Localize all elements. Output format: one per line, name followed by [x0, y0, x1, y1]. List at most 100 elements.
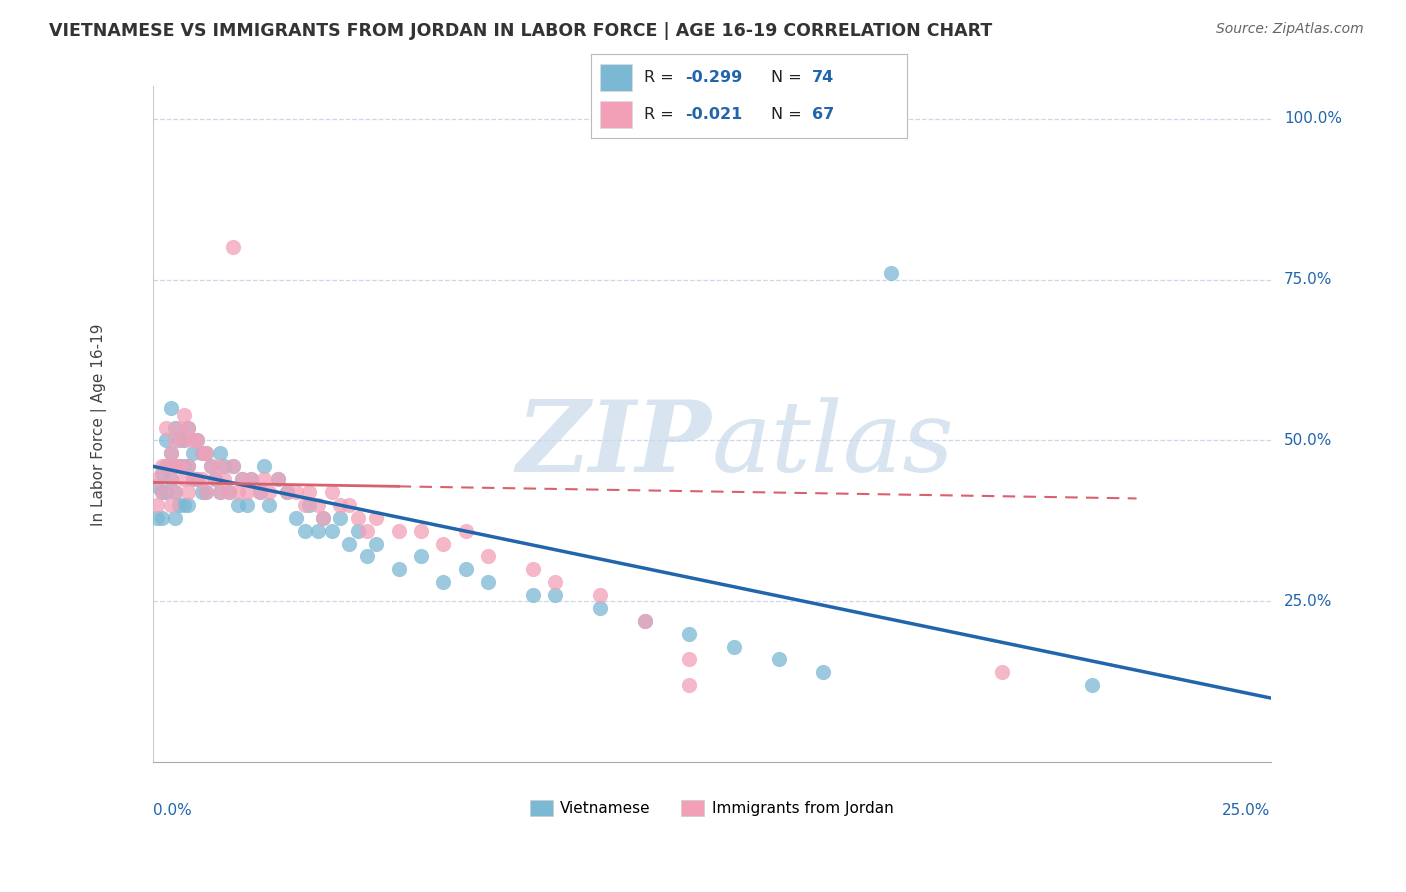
- Point: [231, 472, 253, 486]
- Point: [222, 459, 245, 474]
- Text: 67: 67: [813, 107, 834, 122]
- Point: [231, 472, 253, 486]
- Point: [177, 459, 200, 474]
- Point: [159, 472, 181, 486]
- Point: [163, 510, 186, 524]
- Point: [146, 478, 169, 492]
- Point: [249, 485, 271, 500]
- Point: [191, 446, 214, 460]
- Point: [186, 472, 208, 486]
- Point: [173, 434, 195, 448]
- Point: [432, 575, 454, 590]
- Point: [222, 240, 245, 254]
- Point: [589, 588, 612, 602]
- Point: [181, 434, 204, 448]
- Point: [177, 459, 200, 474]
- Point: [329, 498, 352, 512]
- Point: [200, 459, 222, 474]
- Point: [347, 524, 370, 538]
- Point: [159, 446, 181, 460]
- Text: N =: N =: [770, 107, 807, 122]
- Point: [409, 549, 432, 564]
- Point: [311, 510, 333, 524]
- Point: [177, 420, 200, 434]
- Point: [240, 472, 263, 486]
- Point: [633, 614, 655, 628]
- Point: [146, 510, 169, 524]
- Point: [155, 459, 177, 474]
- Text: 75.0%: 75.0%: [1284, 272, 1333, 287]
- FancyBboxPatch shape: [600, 101, 631, 128]
- Point: [146, 498, 169, 512]
- Point: [226, 498, 249, 512]
- Text: 0.0%: 0.0%: [153, 803, 191, 818]
- Point: [208, 459, 231, 474]
- Point: [477, 575, 499, 590]
- Point: [294, 498, 316, 512]
- Point: [163, 485, 186, 500]
- Point: [298, 498, 321, 512]
- Point: [208, 485, 231, 500]
- Point: [678, 678, 700, 692]
- Text: 100.0%: 100.0%: [1284, 112, 1343, 126]
- Point: [212, 459, 235, 474]
- Point: [181, 472, 204, 486]
- Text: 25.0%: 25.0%: [1222, 803, 1271, 818]
- Point: [813, 665, 835, 680]
- Point: [257, 485, 280, 500]
- Point: [146, 472, 169, 486]
- Point: [150, 459, 173, 474]
- Point: [163, 459, 186, 474]
- FancyBboxPatch shape: [600, 63, 631, 91]
- Point: [159, 472, 181, 486]
- Point: [240, 472, 263, 486]
- Point: [181, 446, 204, 460]
- Point: [186, 472, 208, 486]
- Point: [150, 485, 173, 500]
- Point: [208, 485, 231, 500]
- Point: [155, 485, 177, 500]
- Point: [409, 524, 432, 538]
- Point: [200, 459, 222, 474]
- Text: Source: ZipAtlas.com: Source: ZipAtlas.com: [1216, 22, 1364, 37]
- Point: [253, 472, 276, 486]
- Point: [195, 485, 218, 500]
- Point: [191, 472, 214, 486]
- Point: [432, 536, 454, 550]
- Point: [163, 485, 186, 500]
- Point: [235, 485, 257, 500]
- Legend: Vietnamese, Immigrants from Jordan: Vietnamese, Immigrants from Jordan: [523, 794, 900, 822]
- Point: [195, 485, 218, 500]
- Point: [169, 459, 191, 474]
- Point: [454, 524, 477, 538]
- Point: [294, 524, 316, 538]
- Point: [177, 485, 200, 500]
- Point: [388, 524, 411, 538]
- Point: [249, 485, 271, 500]
- Point: [633, 614, 655, 628]
- Point: [879, 266, 901, 280]
- Point: [678, 626, 700, 640]
- Point: [366, 510, 388, 524]
- Point: [235, 498, 257, 512]
- Point: [284, 485, 307, 500]
- Point: [159, 401, 181, 416]
- Point: [173, 408, 195, 422]
- Point: [544, 575, 567, 590]
- Point: [477, 549, 499, 564]
- Point: [173, 434, 195, 448]
- Text: -0.299: -0.299: [686, 70, 742, 85]
- Point: [454, 562, 477, 576]
- Point: [298, 485, 321, 500]
- Point: [177, 420, 200, 434]
- Point: [723, 640, 745, 654]
- Point: [212, 472, 235, 486]
- Point: [150, 485, 173, 500]
- Point: [195, 446, 218, 460]
- Text: N =: N =: [770, 70, 807, 85]
- Point: [356, 524, 378, 538]
- Point: [991, 665, 1014, 680]
- Text: 74: 74: [813, 70, 834, 85]
- Point: [321, 524, 343, 538]
- Point: [159, 446, 181, 460]
